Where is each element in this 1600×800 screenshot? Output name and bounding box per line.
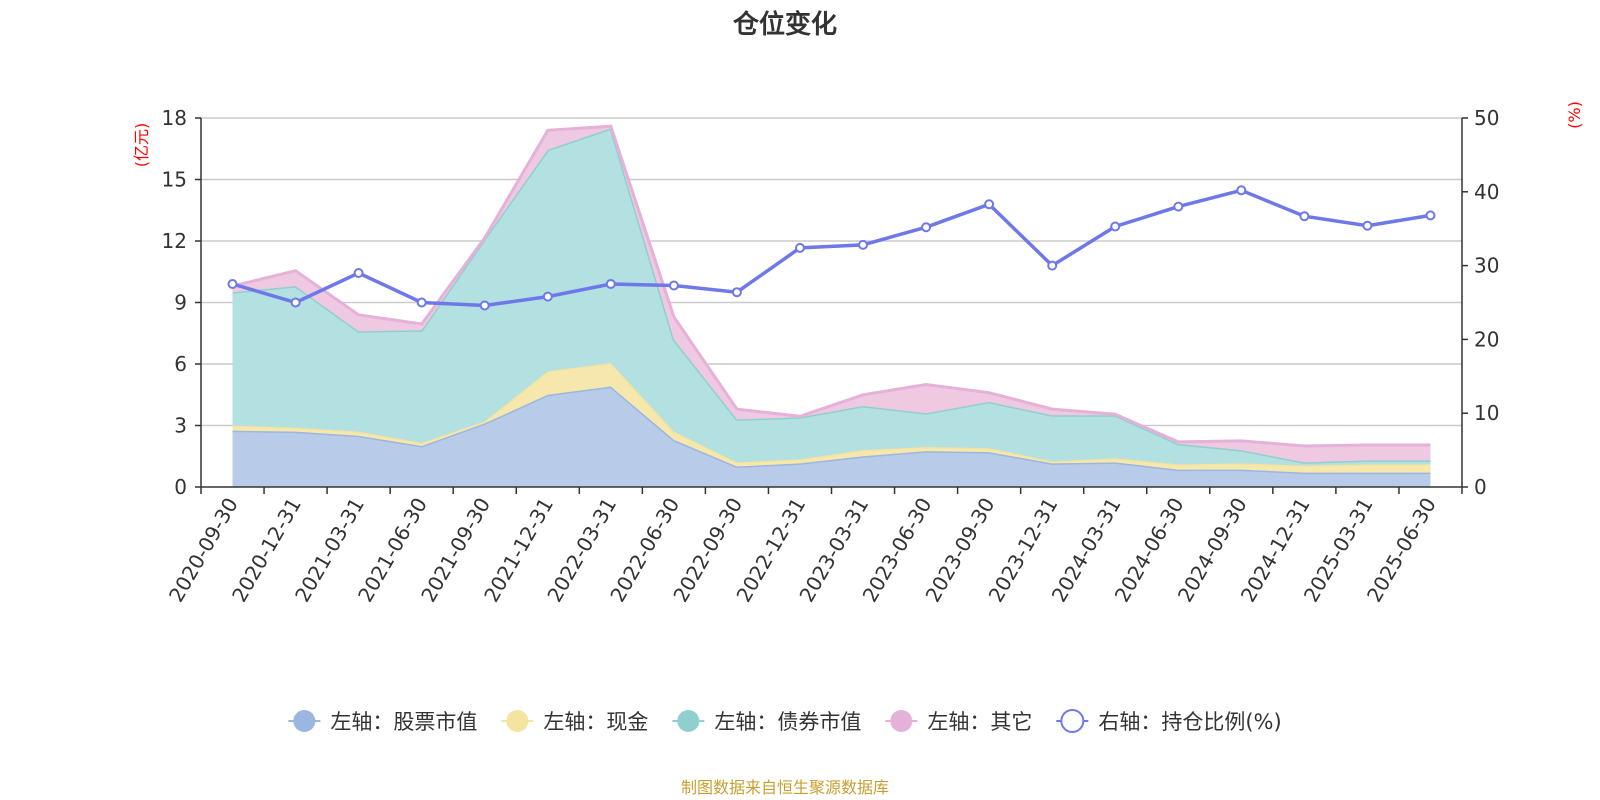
stacked-areas xyxy=(232,124,1431,487)
legend-label: 左轴：股票市值 xyxy=(330,710,477,734)
right-axis-tick-label: 40 xyxy=(1474,180,1499,204)
ratio-point xyxy=(416,297,427,308)
ratio-point xyxy=(1299,211,1310,222)
right-axis-tick-label: 50 xyxy=(1474,106,1499,130)
left-axis-tick-label: 6 xyxy=(174,352,187,376)
legend-item: 左轴：其它 xyxy=(885,710,1032,734)
ratio-point xyxy=(921,222,932,233)
left-axis-tick-label: 0 xyxy=(174,475,187,499)
right-axis-tick-label: 0 xyxy=(1474,475,1487,499)
legend-item: 左轴：股票市值 xyxy=(288,710,477,734)
area-series-1 xyxy=(232,363,1431,473)
area-series-2 xyxy=(232,128,1431,466)
right-axis-tick-label: 10 xyxy=(1474,401,1499,425)
legend-swatch-marker xyxy=(506,710,529,732)
ratio-point xyxy=(984,199,995,210)
legend-label: 左轴：其它 xyxy=(927,710,1032,734)
legend-swatch-marker xyxy=(293,710,316,732)
legend-swatch-marker xyxy=(677,710,700,732)
legend-swatch-marker xyxy=(890,710,913,732)
ratio-point xyxy=(795,242,805,253)
ratio-point xyxy=(1236,185,1247,196)
legend-item: 左轴：债券市值 xyxy=(672,710,861,734)
legend-item: 左轴：现金 xyxy=(501,710,648,734)
ratio-point xyxy=(542,291,553,302)
left-axis-tick-label: 15 xyxy=(162,168,187,192)
ratio-point xyxy=(858,239,868,250)
left-axis-tick-label: 3 xyxy=(174,414,187,438)
source-note: 制图数据来自恒生聚源数据库 xyxy=(681,778,889,797)
legend-swatch-marker xyxy=(1060,709,1085,733)
ratio-point xyxy=(1110,221,1121,232)
right-axis-unit: (%) xyxy=(1565,101,1584,129)
left-axis-tick-label: 18 xyxy=(162,106,187,130)
legend-label: 左轴：现金 xyxy=(543,710,648,734)
ratio-point xyxy=(353,268,364,278)
left-axis-tick-label: 12 xyxy=(162,229,187,253)
area-top-line-1 xyxy=(232,361,1431,468)
legend-label: 右轴：持仓比例(%) xyxy=(1098,710,1281,734)
legend-item: 右轴：持仓比例(%) xyxy=(1056,709,1282,734)
legend-label: 左轴：债券市值 xyxy=(714,710,861,734)
ratio-point xyxy=(290,297,301,308)
legend: 左轴：股票市值 左轴：现金 左轴：债券市值 左轴：其它 右轴：持仓比例(%) xyxy=(288,709,1282,734)
area-top-line-3 xyxy=(232,124,1431,448)
left-axis-tick-label: 9 xyxy=(174,291,187,315)
chart-title: 仓位变化 xyxy=(732,9,837,40)
ratio-point xyxy=(1425,210,1436,221)
ratio-point xyxy=(1173,201,1184,212)
right-axis-tick-label: 20 xyxy=(1474,327,1499,351)
left-axis-unit: (亿元) xyxy=(132,123,151,168)
ratio-point xyxy=(227,279,238,289)
ratio-point xyxy=(668,280,679,291)
area-series-0 xyxy=(232,386,1431,487)
holding-ratio-line xyxy=(227,185,1436,311)
ratio-point xyxy=(605,279,616,289)
right-axis-tick-label: 30 xyxy=(1474,254,1499,278)
ratio-point xyxy=(1047,260,1058,271)
ratio-point xyxy=(731,287,742,298)
ratio-point xyxy=(1362,220,1373,231)
ratio-point xyxy=(479,300,490,311)
ratio-line-path xyxy=(232,188,1431,308)
